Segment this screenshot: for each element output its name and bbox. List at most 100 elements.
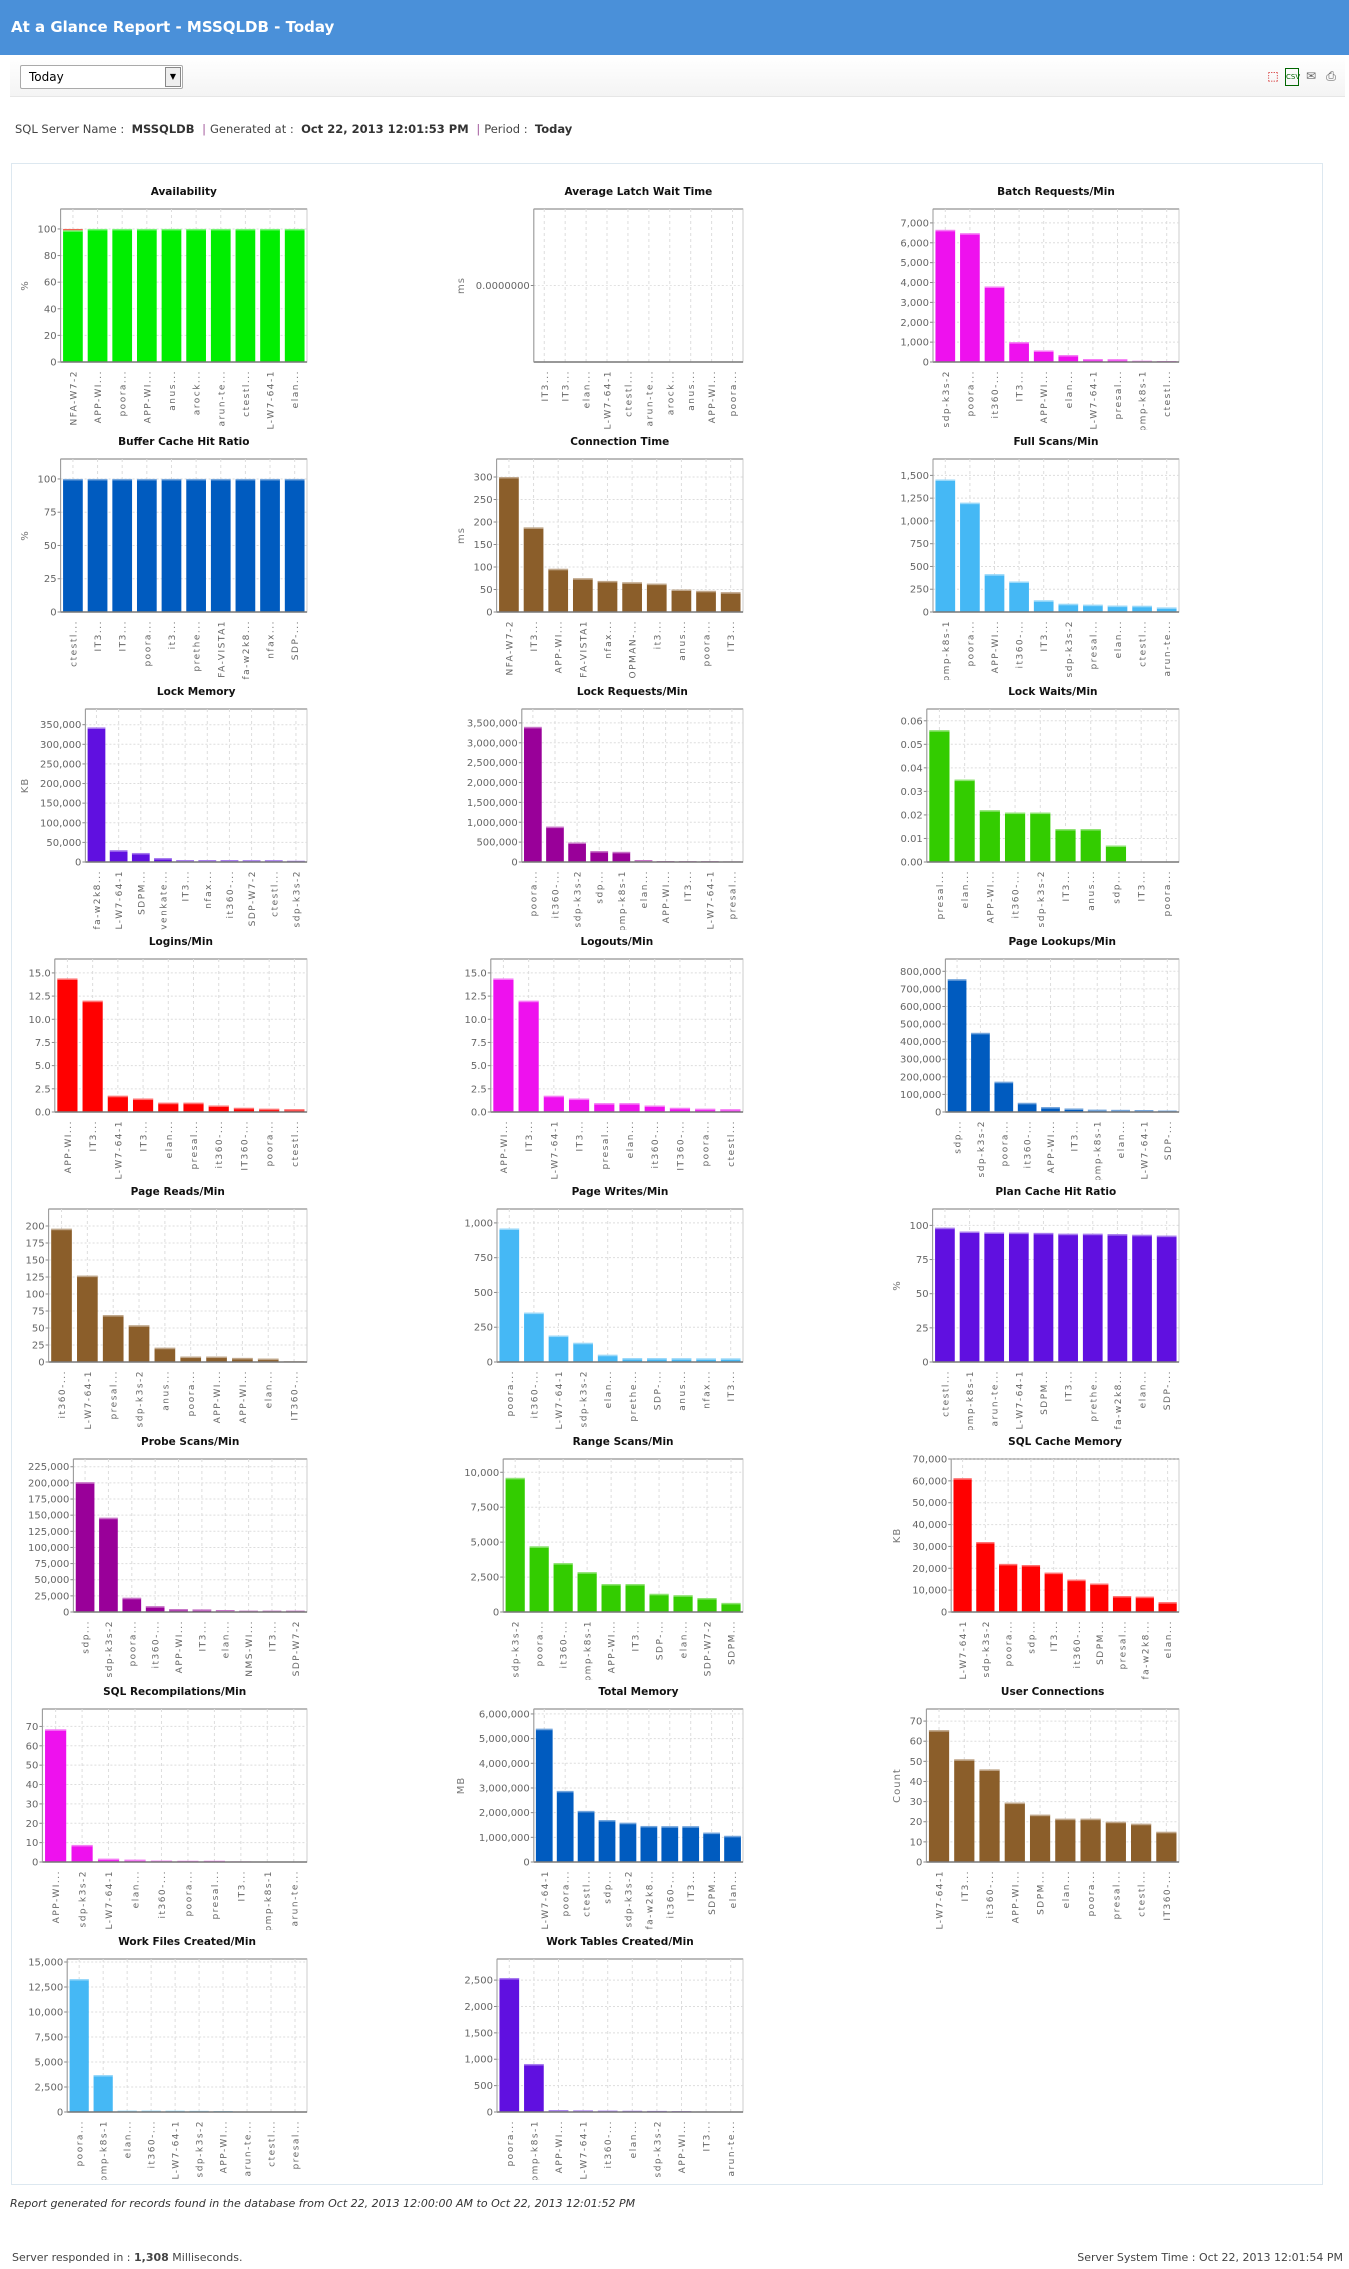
y-axis-label: KB	[892, 1528, 903, 1543]
y-tick-label: 1,500	[900, 471, 929, 482]
chart-title: Total Memory	[598, 1686, 679, 1698]
x-category-label: poora...	[966, 620, 976, 667]
email-icon[interactable]: ✉	[1305, 69, 1317, 83]
x-category-label: IT3...	[1040, 620, 1050, 651]
bar-highlight	[208, 1105, 229, 1108]
chart-title: Connection Time	[570, 436, 670, 448]
y-tick-label: 50	[26, 1761, 39, 1772]
x-category-label: elan...	[1114, 620, 1124, 658]
bar	[720, 1358, 741, 1362]
bar	[112, 478, 133, 612]
x-category-label: IT3...	[684, 870, 694, 901]
chart-availability: Availability 0 20 40 60 80 100 NFA-W7-2 APP-WI..…	[12, 180, 448, 430]
bar-highlight	[1107, 359, 1128, 361]
y-axis-label: MB	[456, 1777, 467, 1795]
print-icon[interactable]: ⎙	[1326, 69, 1336, 83]
x-category-label: pmp-k8s-1	[966, 1370, 976, 1430]
bar	[180, 1356, 202, 1362]
bar-highlight	[669, 1107, 691, 1110]
y-tick-label: 50,000	[34, 1575, 69, 1586]
y-tick-label: 0.03	[901, 787, 923, 798]
bar-highlight	[935, 479, 956, 481]
x-category-label: prethe...	[629, 1370, 639, 1422]
y-tick-label: 0.0000000	[476, 281, 530, 292]
x-category-label: it360-...	[226, 870, 236, 919]
bar-highlight	[612, 851, 631, 854]
y-tick-label: 750	[910, 539, 929, 550]
bar-highlight	[87, 228, 108, 231]
y-tick-label: 100	[474, 563, 493, 574]
x-category-label: presal...	[936, 870, 946, 920]
x-category-label: poora...	[1005, 1620, 1015, 1667]
responded-value: 1,308	[134, 2251, 169, 2264]
x-category-label: arun-te...	[727, 2120, 737, 2177]
x-category-label: anus...	[168, 370, 178, 411]
y-tick-label: 0	[38, 1358, 44, 1369]
bar-highlight	[518, 1000, 539, 1003]
bar	[242, 860, 261, 862]
bar-highlight	[673, 1595, 693, 1597]
x-category-label: it360-...	[1012, 870, 1022, 919]
bar-highlight	[1033, 350, 1054, 352]
bar	[721, 1602, 741, 1612]
x-category-label: nfax...	[267, 620, 277, 659]
x-category-label: EL-W7-64-1	[555, 1370, 565, 1430]
chart-title: Batch Requests/Min	[997, 186, 1115, 198]
x-category-label: elan...	[1139, 1370, 1149, 1408]
x-category-label: APP-WI...	[1047, 1120, 1057, 1173]
responded-unit: Milliseconds.	[172, 2251, 243, 2264]
x-category-label: sdp-k3s-2	[580, 1370, 590, 1427]
csv-icon[interactable]: CSV	[1285, 68, 1300, 86]
x-category-label: APP-WI...	[64, 1120, 74, 1173]
pdf-icon[interactable]: ⬚	[1267, 69, 1279, 83]
y-tick-label: 5.0	[471, 1061, 487, 1072]
bar	[984, 574, 1005, 612]
period-select[interactable]: Today ▼	[20, 65, 183, 89]
x-category-label: ctestl...	[624, 370, 634, 417]
y-tick-label: 1,000	[464, 2055, 493, 2066]
x-category-label: it360-...	[991, 370, 1001, 419]
y-tick-label: 15.0	[465, 968, 487, 979]
bar-highlight	[720, 592, 741, 594]
x-category-label: IT3...	[632, 1620, 642, 1651]
chart-svg: 0.0 2.5 5.0 7.5 10.0 12.5 15.0 APP-WI... IT3... E…	[29, 958, 308, 1180]
chart-lock-requests-min: Lock Requests/Min 0 500,000 1,000,000 1,500,…	[448, 680, 884, 930]
y-tick-label: 20	[26, 1819, 39, 1830]
x-category-label: APP-WI...	[220, 2120, 230, 2173]
chart-lock-waits-min: Lock Waits/Min 0.00 0.01 0.02 0.03 0.04 0.05 0.…	[884, 680, 1320, 930]
x-category-label: IT3...	[703, 2120, 713, 2151]
bar	[695, 1108, 716, 1112]
bar	[505, 1477, 525, 1612]
generated-label: Generated at	[210, 122, 287, 136]
x-category-label: EL-W7-64-1	[580, 2120, 590, 2180]
bar	[77, 1275, 98, 1362]
y-tick-label: 40	[44, 304, 57, 315]
x-category-label: presal...	[1114, 370, 1124, 420]
y-tick-label: 2,500	[471, 1573, 500, 1584]
bar	[953, 1478, 972, 1612]
y-tick-label: 1,500	[464, 2028, 493, 2039]
chevron-down-icon[interactable]: ▼	[165, 67, 181, 87]
bar-highlight	[93, 2075, 113, 2077]
bar-highlight	[1080, 1818, 1101, 1821]
bar	[1029, 1814, 1051, 1862]
bar	[577, 1810, 595, 1862]
y-tick-label: 2,000	[464, 2002, 493, 2013]
x-category-label: poora...	[703, 620, 713, 667]
x-category-label: poora...	[506, 1370, 516, 1417]
x-category-label: it360-...	[1016, 620, 1026, 669]
x-category-label: APP-WI...	[213, 1370, 223, 1423]
bar	[573, 2110, 593, 2112]
bar	[1082, 1233, 1103, 1362]
x-category-label: arun-te...	[1163, 620, 1173, 677]
x-category-label: ctestl...	[268, 2120, 278, 2167]
x-category-label: pmp-k8s-1	[100, 2120, 110, 2180]
charts-panel: Availability 0 20 40 60 80 100 NFA-W7-2 APP-WI..…	[11, 163, 1323, 2185]
chart-svg: 0 2,500 5,000 7,500 10,000 sdp-k3s-2 poora... i…	[464, 1458, 744, 1680]
bar	[1080, 1818, 1101, 1862]
bar-highlight	[1055, 829, 1076, 831]
x-category-label: IT3...	[140, 1120, 150, 1151]
bar-highlight	[63, 478, 83, 481]
bar	[1009, 581, 1029, 612]
x-category-label: IT3...	[1065, 1370, 1075, 1401]
